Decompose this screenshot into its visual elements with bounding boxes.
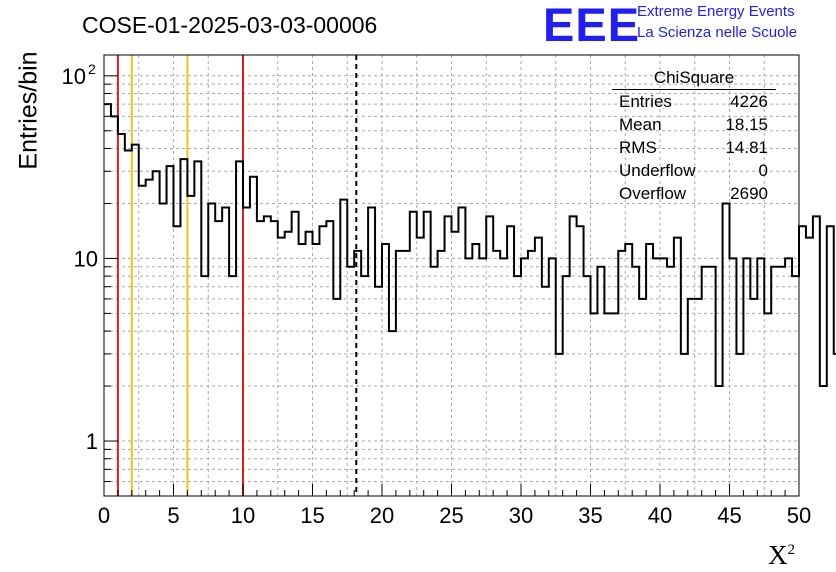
x-tick-label: 20 bbox=[370, 503, 394, 528]
stats-row-overflow: Overflow 2690 bbox=[612, 184, 776, 207]
y-tick-label-superscript: 2 bbox=[88, 61, 96, 77]
vertical-line-layer bbox=[116, 55, 358, 496]
stats-row-rms: RMS 14.81 bbox=[612, 138, 776, 161]
stats-title: ChiSquare bbox=[612, 68, 776, 90]
stats-box: ChiSquare Entries 4226 Mean 18.15 RMS 14.81… bbox=[612, 68, 776, 207]
stats-row-underflow: Underflow 0 bbox=[612, 161, 776, 184]
x-tick-label: 15 bbox=[300, 503, 324, 528]
grid-layer bbox=[104, 55, 799, 496]
x-tick-label: 30 bbox=[509, 503, 533, 528]
stats-value: 2690 bbox=[730, 184, 768, 203]
chart-title: COSE-01-2025-03-03-00006 bbox=[82, 12, 378, 38]
tick-layer bbox=[103, 75, 800, 496]
stats-label: Overflow bbox=[619, 184, 687, 203]
logo-line-2: La Scienza nelle Scuole bbox=[637, 24, 798, 41]
y-tick-label: 1 bbox=[86, 429, 98, 454]
y-tick-label: 10 bbox=[74, 246, 98, 271]
stats-label: Entries bbox=[619, 92, 672, 111]
stats-row-entries: Entries 4226 bbox=[612, 92, 776, 115]
stats-label: RMS bbox=[619, 138, 657, 157]
y-tick-label: 10 bbox=[62, 64, 86, 89]
x-tick-label: 0 bbox=[98, 503, 110, 528]
x-axis-label-base: X bbox=[768, 540, 788, 570]
stats-value: 4226 bbox=[730, 92, 768, 111]
x-tick-label: 50 bbox=[787, 503, 811, 528]
y-axis-label: Entries/bin bbox=[14, 51, 43, 170]
x-tick-label: 25 bbox=[439, 503, 463, 528]
stats-value: 14.81 bbox=[725, 138, 768, 157]
histogram-series bbox=[104, 103, 836, 388]
x-axis-label-superscript: 2 bbox=[787, 542, 796, 558]
eee-logo: EEE bbox=[543, 0, 641, 51]
x-tick-label: 5 bbox=[167, 503, 179, 528]
stats-value: 0 bbox=[758, 161, 768, 180]
x-tick-label: 40 bbox=[648, 503, 672, 528]
x-axis-label: X2 bbox=[768, 540, 795, 571]
x-tick-label: 35 bbox=[578, 503, 602, 528]
x-tick-label: 45 bbox=[717, 503, 741, 528]
stats-value: 18.15 bbox=[725, 115, 768, 134]
stats-label: Underflow bbox=[619, 161, 696, 180]
stats-label: Mean bbox=[619, 115, 662, 134]
x-tick-label: 10 bbox=[231, 503, 255, 528]
stats-row-mean: Mean 18.15 bbox=[612, 115, 776, 138]
logo-line-1: Extreme Energy Events bbox=[637, 3, 795, 20]
